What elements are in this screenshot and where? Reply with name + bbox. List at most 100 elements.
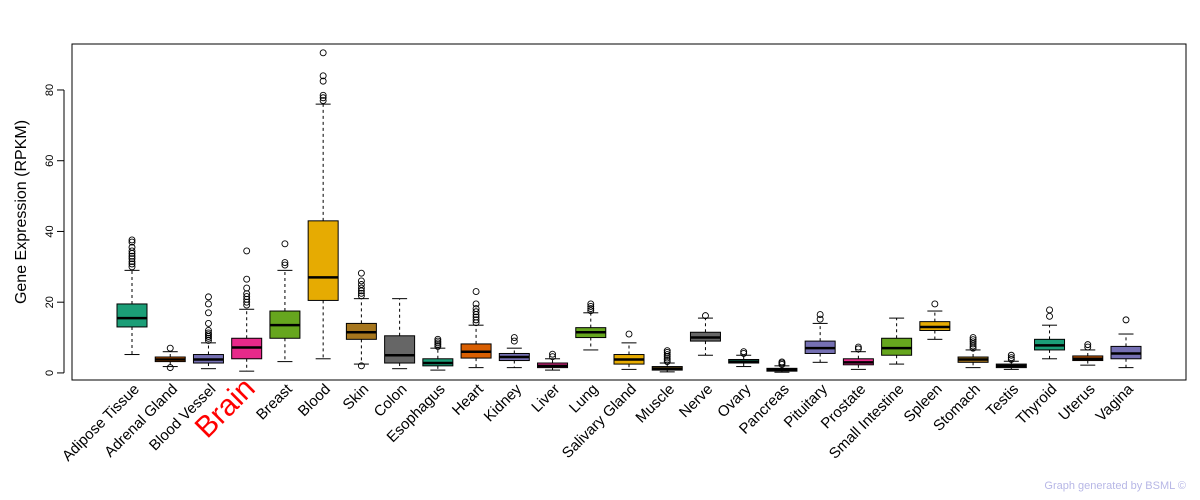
box-salivary-gland: [613, 330, 645, 370]
outlier-point: [205, 300, 212, 308]
box-testis: [995, 351, 1027, 370]
outlier-point: [166, 364, 174, 372]
outlier-point: [1007, 354, 1015, 362]
y-tick-label: 80: [44, 84, 56, 96]
outlier-point: [1122, 316, 1130, 324]
outlier-point: [357, 284, 365, 292]
box-muscle: [651, 347, 683, 373]
x-tick-label: Breast: [253, 380, 296, 423]
outlier-point: [357, 362, 365, 370]
x-tick-label: Kidney: [481, 380, 526, 425]
outlier-point: [281, 259, 289, 267]
outlier-point: [816, 311, 824, 319]
box-thyroid: [1034, 306, 1066, 360]
box-liver: [537, 350, 569, 371]
box-iqr: [307, 220, 339, 301]
outlier-point: [319, 49, 327, 57]
box-blood: [307, 49, 339, 360]
outlier-point: [663, 351, 671, 358]
outlier-point: [205, 329, 212, 337]
boxes-layer: [116, 49, 1142, 373]
outlier-point: [587, 307, 595, 315]
y-axis: 0 20 40 60 80: [44, 84, 65, 376]
outlier-point: [205, 331, 212, 339]
outlier-point: [243, 293, 251, 300]
outlier-point: [1007, 351, 1015, 359]
x-tick-label: Skin: [340, 381, 373, 414]
outlier-point: [319, 94, 327, 102]
box-lung: [575, 300, 607, 351]
outlier-point: [357, 269, 365, 277]
outlier-point: [472, 316, 480, 324]
outlier-point: [434, 342, 442, 350]
box-adrenal-gland: [154, 344, 186, 372]
outlier-point: [663, 356, 671, 364]
outlier-point: [434, 337, 442, 345]
y-tick-label: 60: [44, 155, 56, 167]
x-tick-label: Vagina: [1093, 380, 1138, 425]
y-tick-label: 0: [44, 370, 56, 376]
box-stomach: [957, 334, 989, 369]
box-colon: [384, 298, 416, 370]
box-adipose-tissue: [116, 236, 148, 356]
outlier-point: [587, 305, 595, 313]
outlier-point: [472, 313, 480, 321]
outlier-point: [319, 72, 327, 80]
outlier-point: [128, 247, 136, 255]
outlier-point: [969, 334, 977, 342]
outlier-point: [319, 97, 327, 105]
outlier-point: [434, 339, 442, 347]
outlier-point: [243, 247, 251, 255]
x-tick-label: Nerve: [676, 381, 716, 421]
box-spleen: [919, 300, 951, 340]
outlier-point: [472, 300, 480, 308]
outlier-point: [281, 240, 289, 248]
box-breast: [269, 240, 301, 363]
box-prostate: [842, 343, 874, 370]
y-tick-label: 20: [44, 296, 56, 308]
outlier-point: [1046, 306, 1053, 314]
outlier-point: [740, 348, 748, 356]
box-pancreas: [766, 358, 798, 373]
outlier-point: [128, 252, 136, 260]
box-heart: [460, 288, 492, 369]
outlier-point: [778, 358, 786, 366]
outlier-point: [587, 300, 595, 308]
outlier-point: [587, 302, 595, 310]
outlier-point: [128, 238, 136, 246]
box-iqr: [116, 303, 148, 328]
outlier-point: [663, 358, 671, 366]
box-esophagus: [422, 335, 454, 371]
outlier-point: [969, 338, 977, 346]
box-kidney: [498, 334, 530, 369]
x-tick-label: Thyroid: [1013, 381, 1060, 428]
outlier-point: [663, 347, 671, 355]
x-tick-label: Muscle: [632, 381, 678, 427]
outlier-point: [740, 350, 748, 357]
outlier-point: [702, 312, 709, 320]
box-pituitary: [804, 311, 836, 363]
outlier-point: [205, 309, 212, 317]
outlier-point: [128, 263, 136, 271]
outlier-point: [128, 236, 136, 244]
y-axis-label: Gene Expression (RPKM): [13, 120, 30, 304]
outlier-point: [357, 289, 365, 297]
outlier-point: [319, 91, 327, 99]
outlier-point: [1007, 356, 1015, 363]
box-ovary: [728, 348, 760, 368]
outlier-point: [128, 260, 136, 268]
box-vagina: [1110, 316, 1142, 369]
outlier-point: [549, 353, 556, 361]
footer-credit: Graph generated by BSML ©: [1044, 480, 1186, 492]
box-small-intestine: [881, 317, 913, 365]
outlier-point: [1046, 312, 1053, 320]
outlier-point: [472, 288, 480, 296]
outlier-point: [1084, 343, 1092, 351]
outlier-point: [357, 277, 365, 285]
box-nerve: [689, 312, 721, 356]
outlier-point: [357, 292, 365, 300]
box-uterus: [1072, 341, 1104, 366]
outlier-point: [128, 258, 136, 265]
outlier-point: [166, 344, 174, 352]
